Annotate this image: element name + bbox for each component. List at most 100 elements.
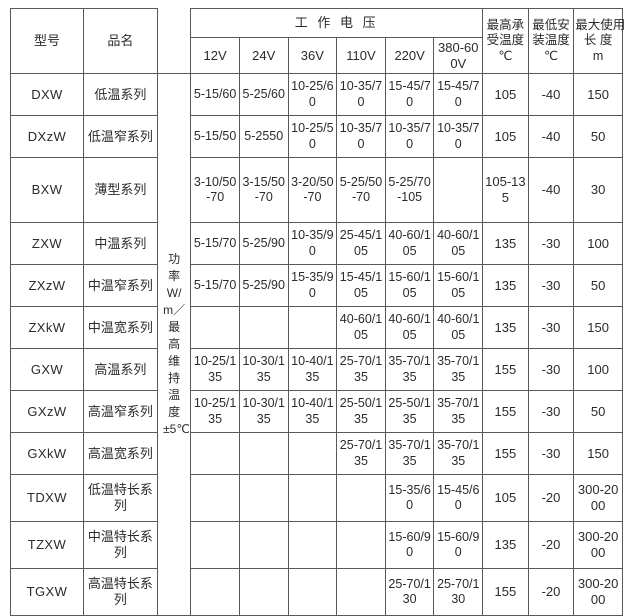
cell-v12: 5-15/60	[190, 73, 240, 116]
cell-v36	[287, 474, 338, 522]
table-row: DXW 低温系列 功率W/m／最高维持温度±5℃ 5-15/60 5-25/60…	[10, 73, 623, 616]
cell-tmin: -40	[527, 115, 575, 158]
cell-name: 高温系列	[82, 348, 158, 391]
cell-length: 100	[573, 348, 623, 391]
cell-model: TDXW	[10, 474, 84, 522]
cell-v12	[190, 306, 240, 349]
header-max-temperature: 最高承 受温度 ℃	[482, 8, 529, 74]
header-voltage-110v: 110V	[336, 37, 386, 74]
cell-v36: 15-35/90	[287, 264, 338, 307]
cell-tmax: 155	[482, 432, 529, 475]
cell-v220: 35-70/135	[384, 432, 435, 475]
cell-model: GXkW	[10, 432, 84, 475]
cell-length: 300-2000	[573, 474, 623, 522]
cell-v220: 25-50/135	[384, 390, 435, 433]
cell-v36: 10-40/135	[287, 348, 338, 391]
cell-v110	[336, 521, 386, 569]
cell-tmin: -20	[527, 521, 575, 569]
cell-tmin: -40	[527, 73, 575, 116]
header-min-install-temperature-line-2: 装温度	[532, 33, 570, 48]
cell-tmin: -30	[527, 432, 575, 475]
cell-tmax: 135	[482, 222, 529, 265]
header-working-voltage-group: 工 作 电 压	[190, 8, 484, 38]
cell-v380: 15-60/105	[433, 264, 484, 307]
table-row: ZXkW 中温宽系列 40-60/105 40-60/105 40-60/105…	[10, 306, 623, 349]
cell-v220: 15-45/70	[384, 73, 435, 116]
cell-v24: 3-15/50-70	[238, 157, 289, 223]
cell-tmax: 135	[482, 521, 529, 569]
cell-model: GXzW	[10, 390, 84, 433]
cell-tmin: -30	[527, 306, 575, 349]
cell-model: ZXzW	[10, 264, 84, 307]
cell-tmax: 155	[482, 348, 529, 391]
cell-v220: 15-60/90	[384, 521, 435, 569]
cell-v110: 15-45/105	[336, 264, 386, 307]
header-max-length-line-2: 长 度	[583, 33, 613, 48]
cell-length: 50	[573, 115, 623, 158]
cell-tmin: -30	[527, 222, 575, 265]
cell-model: DXzW	[10, 115, 84, 158]
cell-v36: 10-25/60	[287, 73, 338, 116]
cell-v220: 15-35/60	[384, 474, 435, 522]
cell-v220: 5-25/70-105	[384, 157, 435, 223]
cell-v110: 25-45/105	[336, 222, 386, 265]
cell-length: 30	[573, 157, 623, 223]
cell-v36	[287, 432, 338, 475]
table-row: TDXW 低温特长系列 15-35/60 15-45/60 105 -20 30…	[10, 474, 623, 522]
cell-name: 高温宽系列	[82, 432, 158, 475]
cell-v24: 10-30/135	[238, 348, 289, 391]
cell-v380	[433, 157, 484, 223]
table-row: GXzW 高温窄系列 10-25/135 10-30/135 10-40/135…	[10, 390, 623, 433]
cell-v110	[336, 474, 386, 522]
cell-name: 中温系列	[82, 222, 158, 265]
table-header: 型号 品名 工 作 电 压 最高承 受温度 ℃ 最低安 装温度 ℃ 最大使用 长…	[10, 8, 625, 74]
table-row: ZXzW 中温窄系列 5-15/70 5-25/90 15-35/90 15-4…	[10, 264, 623, 307]
cell-v380: 15-60/90	[433, 521, 484, 569]
cell-model: TZXW	[10, 521, 84, 569]
header-min-install-temperature-line-3: ℃	[543, 48, 558, 63]
cell-v380: 35-70/135	[433, 348, 484, 391]
header-max-temperature-line-3: ℃	[498, 48, 513, 63]
cell-name: 低温窄系列	[82, 115, 158, 158]
cell-v36: 10-35/90	[287, 222, 338, 265]
cell-name: 中温特长系列	[82, 521, 158, 569]
header-power-spacer	[156, 8, 192, 74]
cell-v12	[190, 521, 240, 569]
header-row-voltages: 12V 24V 36V 110V 220V 380-600V	[11, 37, 623, 74]
cell-tmax: 105	[482, 474, 529, 522]
cell-v12	[190, 474, 240, 522]
cell-v220: 35-70/135	[384, 348, 435, 391]
cell-v36	[287, 306, 338, 349]
cell-length: 50	[573, 390, 623, 433]
cell-tmax: 105	[482, 115, 529, 158]
cell-model: BXW	[10, 157, 84, 223]
header-voltage-12v: 12V	[190, 37, 240, 74]
cell-v24: 10-30/135	[238, 390, 289, 433]
cell-v380: 10-35/70	[433, 115, 484, 158]
cell-v12	[190, 432, 240, 475]
cell-v12: 10-25/135	[190, 390, 240, 433]
header-model: 型号	[10, 8, 84, 74]
table-row: BXW 薄型系列 3-10/50-70 3-15/50-70 3-20/50-7…	[10, 157, 623, 223]
cell-v380: 35-70/135	[433, 432, 484, 475]
cell-v110: 5-25/50-70	[336, 157, 386, 223]
header-name: 品名	[82, 8, 158, 74]
screenshot-root: 型号 品名 工 作 电 压 最高承 受温度 ℃ 最低安 装温度 ℃ 最大使用 长…	[10, 8, 626, 616]
cell-tmax: 135	[482, 264, 529, 307]
cell-v220: 10-35/70	[384, 115, 435, 158]
cell-v24	[238, 474, 289, 522]
cell-tmin: -30	[527, 348, 575, 391]
table-body: DXW 低温系列 功率W/m／最高维持温度±5℃ 5-15/60 5-25/60…	[10, 73, 623, 616]
power-vertical-text: 功率W/m／最高维持温度±5℃	[163, 251, 190, 437]
cell-tmin: -30	[527, 264, 575, 307]
cell-v380: 40-60/105	[433, 222, 484, 265]
header-voltage-36v: 36V	[287, 37, 338, 74]
cell-length: 50	[573, 264, 623, 307]
header-min-install-temperature-line-1: 最低安	[532, 18, 570, 33]
cell-v24: 5-25/90	[238, 264, 289, 307]
header-row-top: 型号 品名 工 作 电 压 最高承 受温度 ℃ 最低安 装温度 ℃ 最大使用 长…	[10, 8, 625, 74]
cell-name: 薄型系列	[82, 157, 158, 223]
header-voltage-24v: 24V	[238, 37, 289, 74]
header-max-length: 最大使用 长 度 m	[573, 8, 625, 74]
cell-v110: 25-70/135	[336, 348, 386, 391]
